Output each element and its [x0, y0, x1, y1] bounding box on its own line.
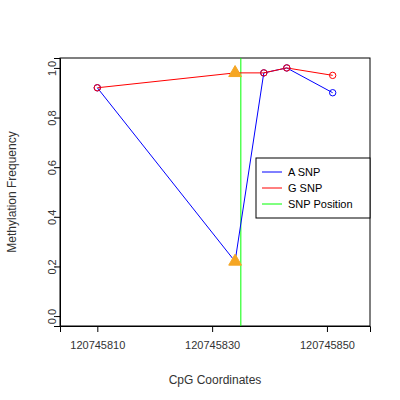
- series-point: [329, 72, 335, 78]
- snp-adjacent-point: [229, 254, 242, 265]
- plot-frame: [60, 58, 370, 326]
- x-tick: 120745810: [70, 326, 125, 351]
- series-point: [261, 70, 267, 76]
- x-axis-title: CpG Coordinates: [169, 373, 262, 387]
- x-axis-line: [61, 327, 371, 333]
- legend-label: SNP Position: [288, 198, 353, 210]
- y-axis: 0.0 0.2 0.4 0.6 0.8 1.0: [46, 59, 61, 327]
- y-tick: 0.4: [46, 210, 60, 225]
- x-axis: 120745810 120745830 120745850: [61, 326, 371, 351]
- legend-box: [256, 158, 370, 218]
- x-tick-mark: [97, 326, 98, 332]
- series-point: [329, 90, 335, 96]
- y-tick: 1.0: [46, 61, 60, 76]
- x-tick-mark: [327, 326, 328, 332]
- x-tick-label: 120745830: [185, 339, 240, 351]
- x-tick: 120745830: [185, 326, 240, 351]
- y-tick: 0.0: [46, 309, 60, 324]
- x-tick-label: 120745850: [300, 339, 355, 351]
- y-tick-label: 1.0: [46, 61, 58, 76]
- legend-swatch: [262, 172, 282, 173]
- y-axis-line: [54, 59, 61, 327]
- series-point: [261, 70, 267, 76]
- legend-swatch: [262, 204, 282, 205]
- y-tick-label: 0.0: [46, 309, 58, 324]
- snp-adjacent-point: [229, 66, 242, 77]
- y-tick-label: 0.2: [46, 259, 58, 274]
- y-tick-label: 0.4: [46, 210, 58, 225]
- x-tick-mark: [212, 326, 213, 332]
- series-point: [94, 85, 100, 91]
- y-axis-title: Methylation Frequency: [5, 131, 19, 252]
- x-tick: 120745850: [300, 326, 355, 351]
- legend-swatch: [262, 188, 282, 189]
- series-line: [97, 68, 332, 88]
- y-tick: 0.6: [46, 160, 60, 175]
- x-tick-label: 120745810: [70, 339, 125, 351]
- legend-label: A SNP: [288, 166, 320, 178]
- snp-position-line: [240, 58, 241, 326]
- plot-area: [94, 58, 336, 326]
- y-tick-label: 0.6: [46, 160, 58, 175]
- y-tick: 0.8: [46, 110, 60, 125]
- legend-label: G SNP: [288, 182, 322, 194]
- chart: 0.00.20.40.60.81.01207458101207458301207…: [0, 0, 400, 400]
- series-point: [284, 65, 290, 71]
- legend: A SNP G SNP SNP Position: [256, 158, 370, 218]
- y-tick: 0.2: [46, 259, 60, 274]
- series-point: [284, 65, 290, 71]
- y-tick-label: 0.8: [46, 110, 58, 125]
- series-point: [94, 85, 100, 91]
